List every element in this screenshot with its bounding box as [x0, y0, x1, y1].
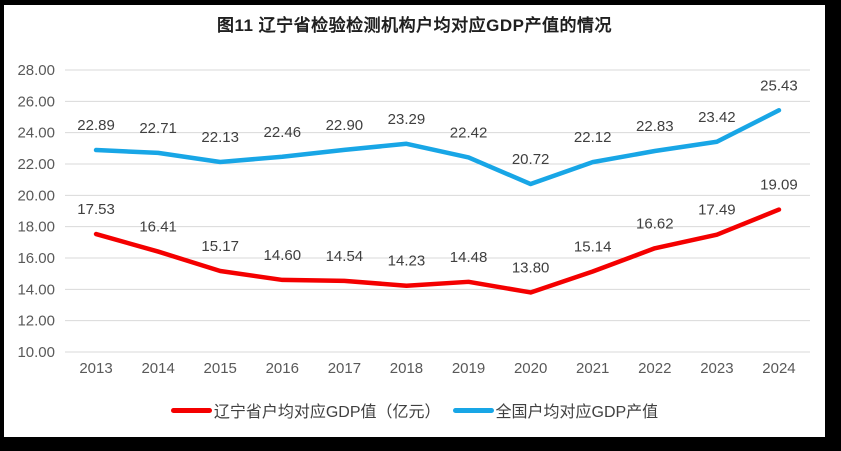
- x-axis-tick: 2024: [762, 360, 795, 377]
- x-axis-tick: 2016: [266, 360, 299, 377]
- series-line-liaoning: [93, 207, 782, 295]
- data-label-national: 22.42: [450, 124, 488, 141]
- x-axis-tick: 2018: [390, 360, 423, 377]
- x-axis-tick: 2019: [452, 360, 485, 377]
- y-axis-tick: 16.00: [17, 250, 55, 267]
- legend-label-liaoning: 辽宁省户均对应GDP值（亿元）: [213, 404, 441, 421]
- data-label-liaoning: 17.53: [77, 201, 115, 218]
- data-label-liaoning: 16.41: [139, 219, 177, 236]
- data-label-national: 22.71: [139, 120, 177, 137]
- data-label-liaoning: 13.80: [512, 259, 550, 276]
- data-label-national: 23.29: [388, 111, 426, 128]
- x-axis-tick: 2021: [576, 360, 609, 377]
- data-label-national: 22.12: [574, 129, 612, 146]
- legend-item-liaoning: 辽宁省户均对应GDP值（亿元）: [170, 398, 441, 422]
- data-label-liaoning: 16.62: [636, 215, 674, 232]
- y-axis-tick: 10.00: [17, 344, 55, 361]
- x-axis-tick: 2017: [328, 360, 361, 377]
- data-label-liaoning: 14.48: [450, 249, 488, 266]
- y-axis-tick: 18.00: [17, 219, 55, 236]
- x-axis-tick: 2022: [638, 360, 671, 377]
- y-axis-tick: 14.00: [17, 281, 55, 298]
- y-axis-tick: 24.00: [17, 125, 55, 142]
- x-axis-tick: 2023: [700, 360, 733, 377]
- data-label-liaoning: 15.17: [201, 238, 239, 255]
- data-label-liaoning: 17.49: [698, 202, 736, 219]
- data-label-liaoning: 14.54: [326, 248, 364, 265]
- y-axis-tick: 22.00: [17, 156, 55, 173]
- y-axis-tick: 26.00: [17, 93, 55, 110]
- data-label-liaoning: 15.14: [574, 238, 612, 255]
- data-label-national: 22.89: [77, 117, 115, 134]
- x-axis-tick: 2015: [204, 360, 237, 377]
- data-label-national: 25.43: [760, 77, 798, 94]
- data-label-national: 22.83: [636, 118, 674, 135]
- data-label-liaoning: 14.60: [264, 247, 302, 264]
- y-axis-tick: 20.00: [17, 187, 55, 204]
- data-label-national: 20.72: [512, 151, 550, 168]
- x-axis-tick: 2014: [141, 360, 174, 377]
- data-label-national: 22.46: [264, 124, 302, 141]
- y-axis-tick: 28.00: [17, 62, 55, 79]
- legend-item-national: 全国户均对应GDP产值: [452, 398, 659, 422]
- y-axis-tick: 12.00: [17, 313, 55, 330]
- x-axis-tick: 2020: [514, 360, 547, 377]
- x-axis-tick: 2013: [79, 360, 112, 377]
- data-label-national: 23.42: [698, 109, 736, 126]
- data-label-liaoning: 19.09: [760, 177, 798, 194]
- data-label-national: 22.13: [201, 129, 239, 146]
- chart-title: 图11 辽宁省检验检测机构户均对应GDP产值的情况: [216, 16, 613, 35]
- data-label-national: 22.90: [326, 117, 364, 134]
- legend-label-national: 全国户均对应GDP产值: [495, 404, 659, 421]
- plot-svg: 28.00 26.00 24.00 22.00 20.00 18.00 16.00 14.00…: [17, 62, 810, 377]
- legend: 辽宁省户均对应GDP值（亿元） 全国户均对应GDP产值: [4, 398, 825, 422]
- legend-swatch-liaoning-line: [170, 407, 212, 413]
- data-label-liaoning: 14.23: [388, 253, 426, 270]
- series-line-national: [93, 108, 782, 187]
- legend-swatch-national-line: [452, 407, 494, 413]
